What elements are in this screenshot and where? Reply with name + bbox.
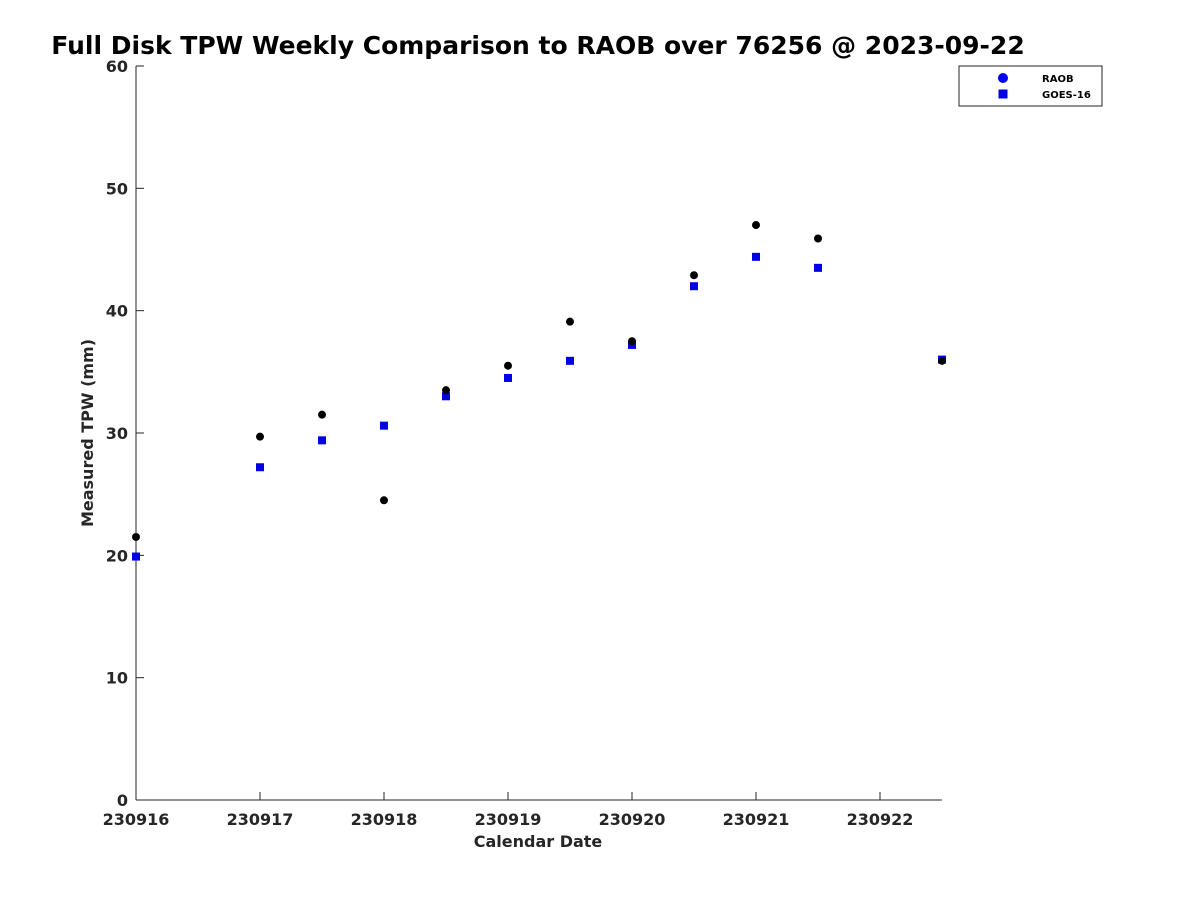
y-tick-label: 30 — [106, 424, 128, 443]
x-tick-label: 230916 — [103, 810, 170, 829]
goes16-point — [318, 436, 326, 445]
x-tick-label: 230918 — [351, 810, 418, 829]
goes16-point — [132, 552, 140, 561]
y-tick-label: 40 — [106, 302, 128, 321]
x-tick-label: 230920 — [599, 810, 666, 829]
x-axis-label: Calendar Date — [474, 832, 603, 851]
goes16-point — [814, 263, 822, 272]
data-marks — [132, 221, 946, 561]
goes16-point — [690, 282, 698, 291]
goes16-point — [566, 356, 574, 365]
goes16-point — [256, 463, 264, 472]
x-tick-label: 230921 — [723, 810, 790, 829]
legend-box — [958, 65, 1103, 107]
raob-point — [132, 532, 140, 541]
raob-point — [442, 386, 450, 395]
y-tick-label: 0 — [117, 791, 128, 810]
legend-goes16-marker — [998, 89, 1008, 99]
raob-point — [504, 361, 512, 370]
x-ticks: 230916 230917 230918 230919 230920 230921 2309… — [103, 792, 914, 829]
goes16-point — [442, 392, 450, 401]
x-tick-label: 230922 — [847, 810, 914, 829]
goes16-point — [752, 252, 760, 261]
raob-point — [938, 356, 946, 365]
x-tick-label: 230917 — [227, 810, 294, 829]
raob-point — [628, 337, 636, 346]
legend-goes16-label: GOES-16 — [1042, 90, 1091, 101]
raob-point — [690, 271, 698, 280]
y-tick-label: 20 — [106, 546, 128, 565]
raob-point — [380, 496, 388, 505]
legend-raob-label: RAOB — [1042, 74, 1074, 85]
raob-point — [256, 432, 264, 441]
y-tick-label: 50 — [106, 179, 128, 198]
chart-title: Full Disk TPW Weekly Comparison to RAOB … — [51, 31, 1024, 60]
raob-point — [566, 317, 574, 326]
x-tick-label: 230919 — [475, 810, 542, 829]
raob-point — [814, 234, 822, 243]
y-tick-label: 60 — [106, 57, 128, 76]
goes16-point — [380, 421, 388, 430]
legend: RAOB GOES-16 — [958, 65, 1103, 107]
raob-point — [752, 221, 760, 230]
y-axis-label: Measured TPW (mm) — [78, 339, 97, 527]
legend-raob-marker — [998, 73, 1008, 83]
y-ticks: 0 10 20 30 40 50 60 — [106, 57, 144, 810]
raob-point — [318, 410, 326, 419]
y-tick-label: 10 — [106, 669, 128, 688]
goes16-point — [504, 373, 512, 382]
